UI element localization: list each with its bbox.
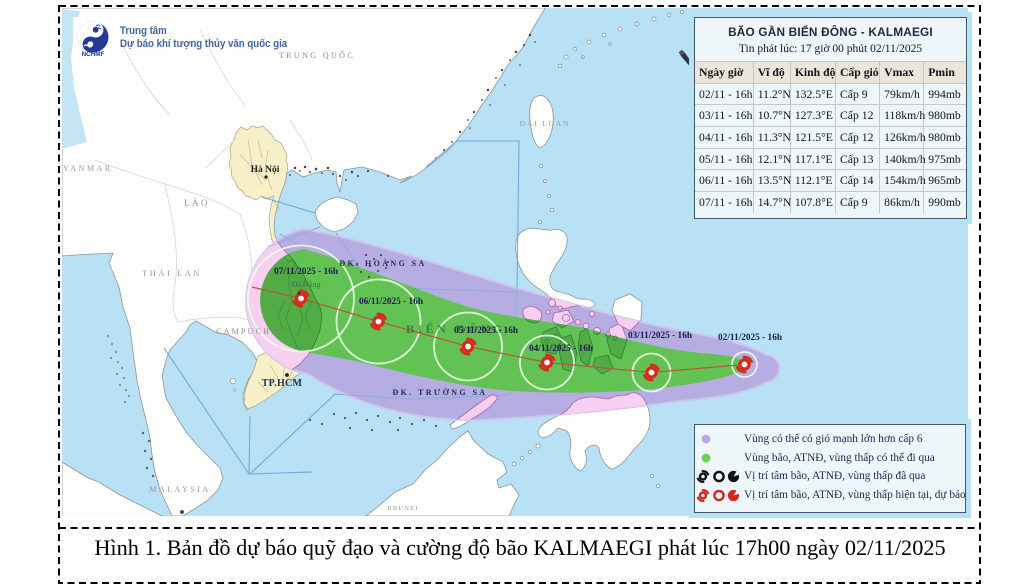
svg-text:TP.HCM: TP.HCM [262, 378, 303, 389]
svg-text:ĐK. HOÀNG SA: ĐK. HOÀNG SA [339, 258, 426, 268]
svg-text:02/11/2025 - 16h: 02/11/2025 - 16h [718, 333, 783, 343]
svg-text:YANMAR: YANMAR [63, 164, 113, 173]
svg-text:Hà Nội: Hà Nội [251, 165, 280, 175]
svg-text:THÁI LAN: THÁI LAN [142, 268, 202, 278]
svg-text:05/11/2025 - 16h: 05/11/2025 - 16h [454, 326, 519, 336]
svg-text:MALAYSIA: MALAYSIA [149, 485, 211, 494]
svg-text:Đà Nẵng: Đà Nẵng [292, 280, 321, 289]
svg-text:TRUNG QUỐC: TRUNG QUỐC [279, 50, 355, 60]
svg-text:03/11/2025 - 16h: 03/11/2025 - 16h [628, 331, 693, 341]
svg-text:ĐÀI LOAN: ĐÀI LOAN [520, 118, 570, 128]
svg-text:CAMPUCHIA: CAMPUCHIA [216, 327, 284, 336]
svg-text:06/11/2025 - 16h: 06/11/2025 - 16h [359, 297, 424, 307]
svg-text:BIỂN ĐÔNG: BIỂN ĐÔNG [406, 321, 506, 336]
svg-text:NCHMF: NCHMF [82, 51, 105, 58]
svg-text:07/11/2025 - 16h: 07/11/2025 - 16h [274, 267, 339, 277]
svg-text:04/11/2025 - 16h: 04/11/2025 - 16h [529, 344, 594, 354]
svg-text:ĐK. TRƯỜNG SA: ĐK. TRƯỜNG SA [393, 387, 488, 397]
svg-text:BRUNEI: BRUNEI [387, 505, 418, 512]
svg-text:LÀO: LÀO [184, 198, 210, 208]
